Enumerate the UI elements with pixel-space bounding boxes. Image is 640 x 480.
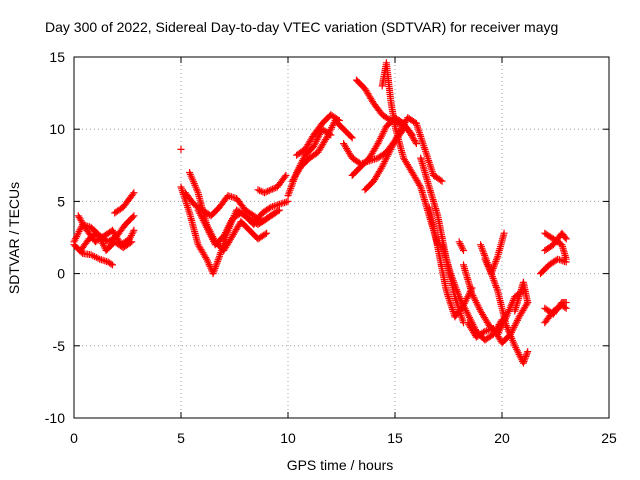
x-tick-label: 0: [70, 430, 78, 446]
x-tick-label: 5: [177, 430, 185, 446]
chart-title: Day 300 of 2022, Sidereal Day-to-day VTE…: [45, 19, 558, 35]
axis-ticks: [73, 56, 610, 419]
data-series-s4: [111, 189, 138, 217]
y-tick-label: 0: [57, 266, 65, 282]
y-tick-label: 15: [49, 49, 65, 65]
data-series-s21: [425, 203, 476, 321]
data-series-s6: [177, 145, 185, 153]
data-series-s28: [511, 278, 532, 315]
data-series-s14: [293, 111, 343, 159]
data-series-s5: [76, 229, 136, 254]
grid: [74, 57, 609, 418]
x-tick-labels: 0 5 10 15 20 25: [70, 430, 617, 446]
data-series-s10: [194, 206, 279, 249]
data-series-s27: [464, 299, 532, 347]
y-tick-label: -5: [53, 338, 66, 354]
data-points: [70, 59, 570, 367]
data-series-s24: [455, 238, 467, 254]
data-series-s17: [353, 76, 420, 148]
data-series-s26: [481, 229, 508, 278]
data-series-s11: [254, 171, 290, 197]
x-tick-label: 10: [280, 430, 296, 446]
data-series-s31: [537, 255, 570, 278]
data-series-s19: [361, 114, 446, 194]
data-series-s30: [541, 229, 570, 254]
x-axis-label: GPS time / hours: [287, 457, 394, 473]
y-axis-label: SDTVAR / TECUs: [6, 182, 22, 294]
plot-frame: [73, 56, 610, 419]
y-tick-labels: -10 -5 0 5 10 15: [45, 49, 65, 426]
y-tick-label: 10: [49, 121, 65, 137]
y-tick-label: 5: [57, 193, 65, 209]
x-tick-label: 15: [387, 430, 403, 446]
x-tick-label: 20: [494, 430, 510, 446]
x-tick-label: 25: [601, 430, 617, 446]
y-tick-label: -10: [45, 410, 65, 426]
data-series-s33: [541, 301, 570, 327]
